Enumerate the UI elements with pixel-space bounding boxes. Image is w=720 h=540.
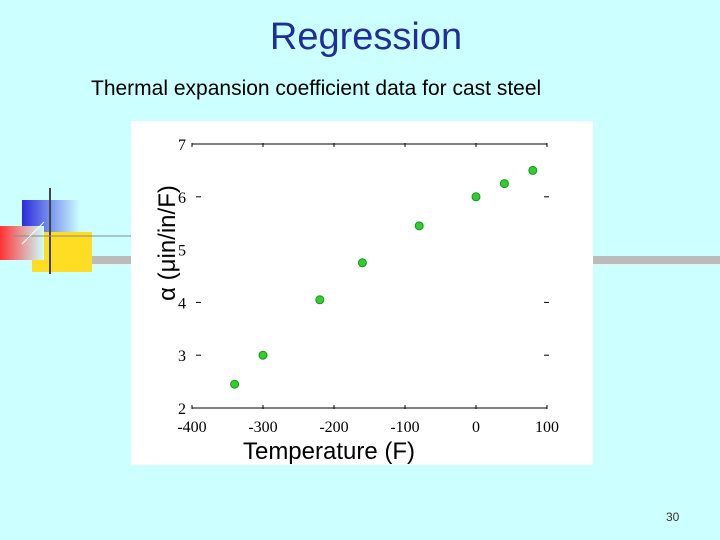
- y-tick-label: 3: [178, 348, 186, 365]
- y-tick-label: 4: [178, 295, 186, 312]
- data-point: [315, 295, 325, 305]
- data-point: [499, 179, 509, 189]
- y-tick-label: 2: [178, 401, 186, 418]
- corner-decoration: [0, 188, 140, 274]
- data-point: [357, 258, 367, 268]
- data-point: [471, 192, 481, 202]
- y-axis-title: α (μin/in/F): [154, 185, 181, 301]
- deco-diagonal-line: [21, 221, 45, 245]
- chart-panel: 2 3 4 5 6 7 -400 -300 -200 -100 0 100 Temperature (…: [131, 121, 593, 465]
- data-point: [528, 165, 538, 175]
- data-point: [230, 379, 240, 389]
- x-tick-label: 100: [535, 419, 559, 436]
- y-tick-label: 6: [178, 190, 186, 207]
- scatter-chart: 2 3 4 5 6 7 -400 -300 -200 -100 0 100 Temperature (…: [154, 137, 559, 465]
- x-tick-label: 0: [472, 419, 480, 436]
- slide-title: Regression: [269, 16, 463, 58]
- y-tick-label: 7: [178, 137, 186, 154]
- x-tick-label: -200: [319, 419, 348, 436]
- data-point: [258, 350, 268, 360]
- y-tick-label: 5: [178, 243, 186, 260]
- x-tick-label: -400: [177, 419, 206, 436]
- data-point: [414, 221, 424, 231]
- slide-number: 30: [666, 510, 680, 524]
- x-axis-title: Temperature (F): [243, 438, 415, 465]
- slide-subtitle: Thermal expansion coefficient data for c…: [91, 77, 542, 100]
- x-tick-label: -300: [248, 419, 277, 436]
- deco-red-square: [0, 226, 44, 260]
- x-tick-label: -100: [390, 419, 419, 436]
